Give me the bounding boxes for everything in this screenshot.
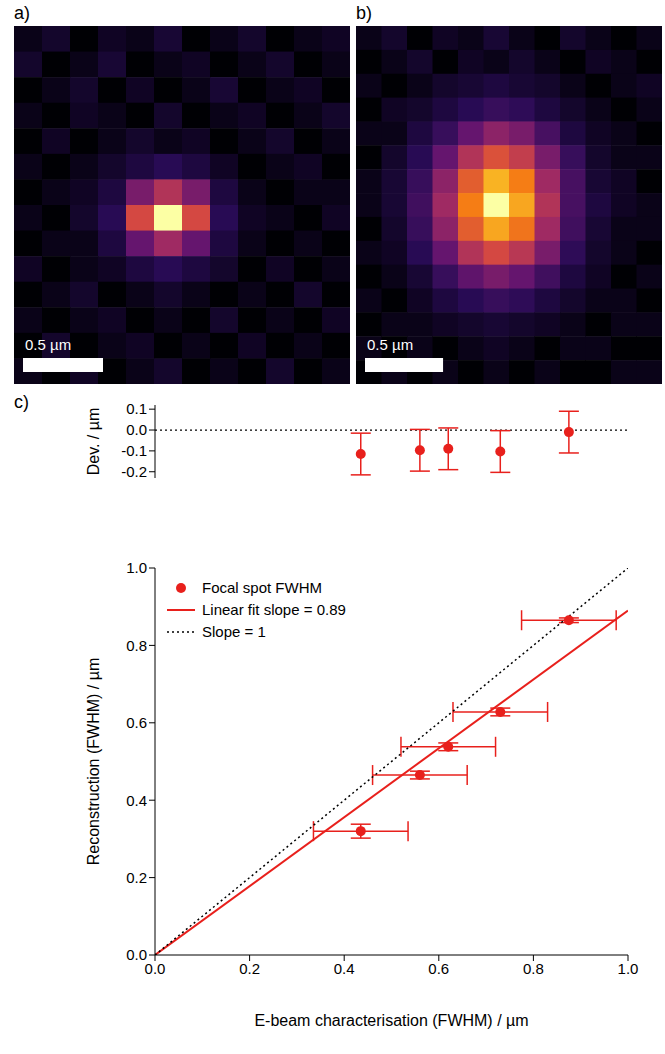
svg-text:0.5 µm: 0.5 µm	[25, 336, 71, 353]
svg-text:-0.2: -0.2	[121, 463, 147, 480]
html-text:Focal spot FWHM: Focal spot FWHM	[202, 579, 322, 596]
svg-text:E-beam characterisation (FWHM): E-beam characterisation (FWHM) / µm	[254, 1012, 528, 1029]
svg-text:-0.1: -0.1	[121, 442, 147, 459]
html-text:Slope = 1: Slope = 1	[202, 623, 266, 640]
svg-text:1.0: 1.0	[126, 559, 147, 576]
svg-text:0.4: 0.4	[126, 792, 147, 809]
svg-text:0.4: 0.4	[334, 960, 355, 977]
svg-text:0.6: 0.6	[428, 960, 449, 977]
svg-text:0.0: 0.0	[126, 421, 147, 438]
html-text:Linear fit slope = 0.89: Linear fit slope = 0.89	[202, 601, 346, 618]
html-text:c): c)	[14, 392, 29, 412]
svg-text:1.0: 1.0	[618, 960, 639, 977]
svg-text:Dev. / µm: Dev. / µm	[85, 408, 102, 476]
html-text:b): b)	[356, 3, 372, 23]
svg-text:0.8: 0.8	[126, 637, 147, 654]
svg-text:0.8: 0.8	[523, 960, 544, 977]
svg-text:0.0: 0.0	[126, 946, 147, 963]
svg-text:0.5 µm: 0.5 µm	[367, 336, 413, 353]
svg-text:0.6: 0.6	[126, 714, 147, 731]
svg-text:Reconstruction (FWHM) / µm: Reconstruction (FWHM) / µm	[85, 658, 102, 865]
svg-text:0.1: 0.1	[126, 400, 147, 417]
svg-text:0.2: 0.2	[126, 869, 147, 886]
svg-text:0.2: 0.2	[239, 960, 260, 977]
svg-text:0.0: 0.0	[145, 960, 166, 977]
html-text:a): a)	[14, 3, 30, 23]
